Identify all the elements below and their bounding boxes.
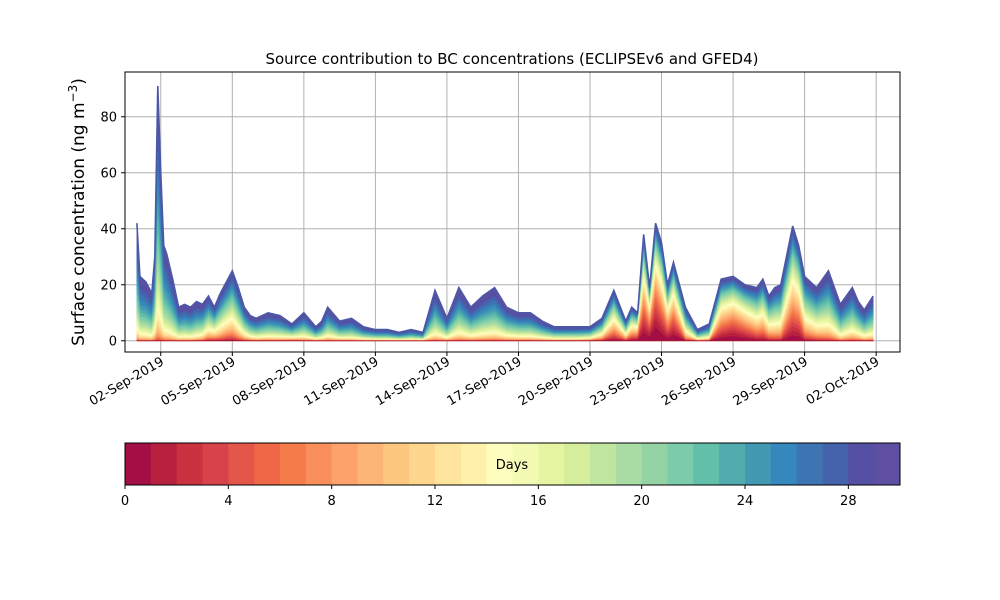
colorbar-swatch	[590, 443, 617, 485]
colorbar-tick-label: 8	[328, 494, 336, 509]
colorbar-swatch	[280, 443, 307, 485]
x-tick-label: 29-Sep-2019	[731, 354, 811, 409]
x-tick-label: 23-Sep-2019	[588, 354, 668, 409]
colorbar-swatch	[486, 443, 513, 485]
colorbar-swatch	[745, 443, 772, 485]
y-axis-label-close: )	[69, 78, 89, 85]
colorbar-swatch	[409, 443, 436, 485]
colorbar-swatch	[305, 443, 333, 485]
x-axis-ticks: 02-Sep-201905-Sep-201908-Sep-201911-Sep-…	[87, 352, 882, 409]
area-stack	[136, 85, 874, 342]
y-tick-label: 20	[100, 278, 117, 293]
colorbar-swatch	[719, 443, 746, 485]
colorbar-swatch	[796, 443, 823, 485]
chart-title: Source contribution to BC concentrations…	[265, 50, 758, 68]
colorbar-tick-label: 0	[121, 494, 129, 509]
colorbar-swatch	[176, 443, 203, 485]
colorbar-swatch	[357, 443, 384, 485]
y-axis-label-main: Surface concentration (ng m	[69, 102, 89, 345]
colorbar-swatch	[460, 443, 488, 485]
y-axis-label: Surface concentration (ng m−3)	[66, 78, 89, 346]
colorbar-swatch	[615, 443, 643, 485]
y-tick-label: 80	[100, 110, 117, 125]
x-tick-label: 08-Sep-2019	[230, 354, 310, 409]
colorbar-swatch	[693, 443, 720, 485]
total-outline	[136, 85, 874, 334]
colorbar-swatch	[254, 443, 281, 485]
colorbar-swatch	[564, 443, 591, 485]
colorbar-tick-label: 20	[633, 494, 650, 509]
colorbar-swatch	[667, 443, 694, 485]
colorbar-swatch	[770, 443, 798, 485]
colorbar-swatch	[150, 443, 178, 485]
colorbar-swatch	[125, 443, 152, 485]
colorbar-swatch	[435, 443, 462, 485]
colorbar-swatch	[383, 443, 410, 485]
colorbar-swatch	[538, 443, 565, 485]
x-tick-label: 26-Sep-2019	[659, 354, 739, 409]
colorbar-swatch	[874, 443, 901, 485]
y-tick-label: 60	[100, 166, 117, 181]
x-tick-label: 20-Sep-2019	[516, 354, 596, 409]
colorbar-tick-label: 4	[224, 494, 232, 509]
colorbar-swatch	[202, 443, 229, 485]
y-axis-label-sup: −3	[66, 85, 80, 103]
colorbar-label: Days	[496, 458, 529, 473]
colorbar-swatch	[512, 443, 539, 485]
area-layer-day-0	[136, 326, 874, 342]
colorbar-tick-label: 12	[427, 494, 444, 509]
x-tick-label: 05-Sep-2019	[158, 354, 238, 409]
plot-frame	[124, 71, 901, 353]
colorbar-swatch	[822, 443, 849, 485]
x-tick-label: 02-Oct-2019	[804, 354, 882, 408]
colorbar	[124, 442, 901, 486]
colorbar-swatch	[848, 443, 875, 485]
colorbar-frame	[124, 442, 901, 486]
colorbar-tick-label: 28	[840, 494, 857, 509]
x-tick-label: 11-Sep-2019	[302, 354, 382, 409]
colorbar-swatch	[228, 443, 255, 485]
x-tick-label: 14-Sep-2019	[373, 354, 453, 409]
colorbar-swatch	[331, 443, 358, 485]
total-line	[136, 85, 874, 334]
colorbar-ticks: 0 4 8 12 16 20 24 28	[121, 485, 857, 509]
y-tick-label: 0	[109, 334, 117, 349]
x-tick-label: 02-Sep-2019	[87, 354, 167, 409]
y-tick-label: 40	[100, 222, 117, 237]
colorbar-tick-label: 24	[737, 494, 754, 509]
colorbar-tick-label: 16	[530, 494, 547, 509]
y-axis-ticks: 0 20 40 60 80	[100, 110, 125, 349]
x-tick-label: 17-Sep-2019	[445, 354, 525, 409]
colorbar-swatch	[641, 443, 668, 485]
